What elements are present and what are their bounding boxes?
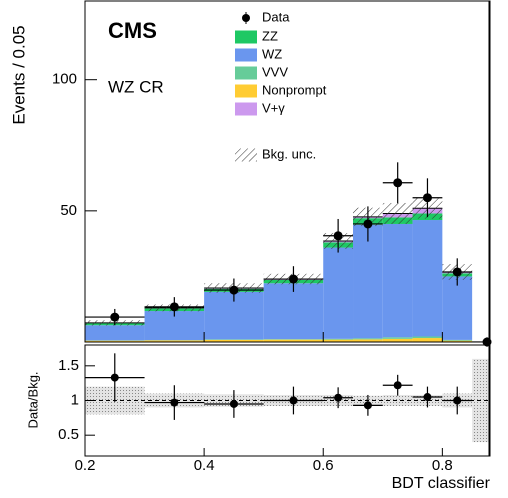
ratio-y-label: Data/Bkg. — [25, 371, 40, 428]
data-point — [170, 302, 179, 311]
experiment: CMS — [108, 18, 157, 43]
ratio-point — [289, 397, 297, 405]
ratio-point — [230, 400, 238, 408]
ratio-point — [364, 401, 372, 409]
legend-label: Data — [262, 9, 290, 24]
ratio-point — [394, 381, 402, 389]
legend-swatch — [235, 149, 257, 162]
legend-label: V+γ — [262, 100, 285, 115]
legend-swatch — [235, 31, 257, 44]
legend-swatch — [235, 103, 257, 116]
legend-label: Bkg. unc. — [262, 146, 316, 161]
legend-label: Nonprompt — [262, 82, 327, 97]
stack-segment — [323, 339, 353, 340]
stack-segment — [353, 338, 383, 339]
legend-swatch — [235, 85, 257, 98]
y-tick-label: 1 — [71, 391, 79, 408]
stack-segment — [85, 325, 145, 340]
data-point — [393, 178, 402, 187]
x-tick-label: 0.4 — [194, 457, 215, 474]
stack-segment — [264, 339, 324, 340]
stack-segment — [383, 224, 413, 337]
ratio-plot — [85, 353, 502, 442]
y-tick-label: 0.5 — [58, 426, 79, 443]
ratio-point — [423, 393, 431, 401]
uncertainty-band — [383, 203, 413, 224]
stack-segment — [442, 340, 472, 341]
region: WZ CR — [108, 77, 164, 96]
y-tick-label: 50 — [60, 202, 77, 219]
stack-segment — [353, 225, 383, 339]
legend-swatch — [235, 67, 257, 80]
stack-segment — [323, 248, 353, 339]
y-axis-label: Events / 0.05 — [9, 25, 28, 124]
main-plot — [85, 183, 502, 342]
legend-swatch — [235, 49, 257, 62]
data-point — [334, 231, 343, 240]
data-point — [110, 313, 119, 322]
x-tick-label: 0.8 — [432, 457, 453, 474]
ratio-point — [111, 374, 119, 382]
data-point — [289, 275, 298, 284]
x-tick-label: 0.6 — [313, 457, 334, 474]
data-point — [229, 286, 238, 295]
y-tick-label: 1.5 — [58, 357, 79, 374]
ratio-point — [170, 399, 178, 407]
y-tick-label: 100 — [52, 71, 77, 88]
legend-label: ZZ — [262, 28, 278, 43]
data-point — [453, 267, 462, 276]
stack-segment — [413, 338, 443, 342]
stack-segment — [413, 220, 443, 336]
stack-segment — [442, 276, 472, 339]
ratio-point — [334, 394, 342, 402]
legend-label: VVV — [262, 64, 288, 79]
data-point — [363, 219, 372, 228]
stack-segment — [413, 336, 443, 338]
legend-label: WZ — [262, 46, 282, 61]
x-tick-label: 0.2 — [75, 457, 96, 474]
ratio-point — [453, 397, 461, 405]
stack-segment — [204, 339, 264, 340]
data-point — [423, 193, 432, 202]
stack-segment — [383, 337, 413, 339]
x-axis-label: BDT classifier — [392, 475, 491, 492]
